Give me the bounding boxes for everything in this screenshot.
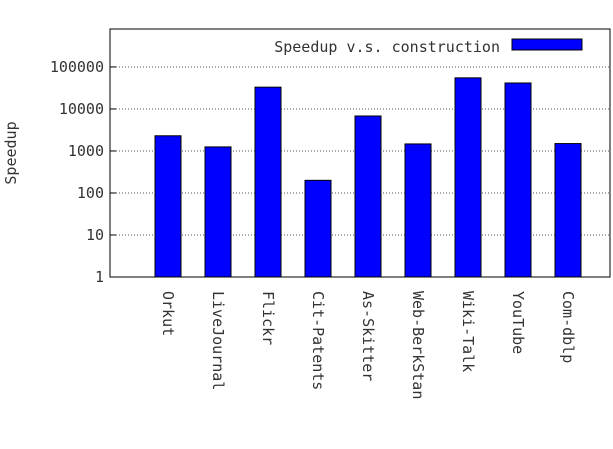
- bar: [254, 86, 282, 278]
- bar: [154, 135, 182, 278]
- bar: [204, 146, 232, 278]
- bar: [504, 82, 532, 278]
- y-tick-label: 1000: [68, 142, 104, 160]
- x-tick-label: YouTube: [509, 291, 527, 354]
- bar: [554, 143, 582, 278]
- x-tick-label: Flickr: [259, 291, 277, 345]
- x-tick-label: Orkut: [159, 291, 177, 336]
- bar: [404, 143, 432, 278]
- bar: [454, 77, 482, 278]
- y-tick-label: 1: [95, 268, 104, 286]
- bar: [304, 179, 332, 278]
- x-tick-label: Wiki-Talk: [459, 291, 477, 372]
- y-tick-label: 100: [77, 184, 104, 202]
- y-tick-label: 10: [86, 226, 104, 244]
- legend-swatch: [511, 38, 583, 51]
- bar: [354, 115, 382, 278]
- x-tick-label: Web-BerkStan: [409, 291, 427, 399]
- x-tick-label: Cit-Patents: [309, 291, 327, 390]
- legend-label: Speedup v.s. construction: [274, 38, 500, 56]
- y-axis-label: Speedup: [2, 121, 20, 184]
- x-tick-label: LiveJournal: [209, 291, 227, 390]
- x-tick-label: As-Skitter: [359, 291, 377, 381]
- plot-frame: [109, 28, 611, 278]
- y-tick-label: 100000: [50, 58, 104, 76]
- x-tick-label: Com-dblp: [559, 291, 577, 363]
- y-tick-label: 10000: [59, 100, 104, 118]
